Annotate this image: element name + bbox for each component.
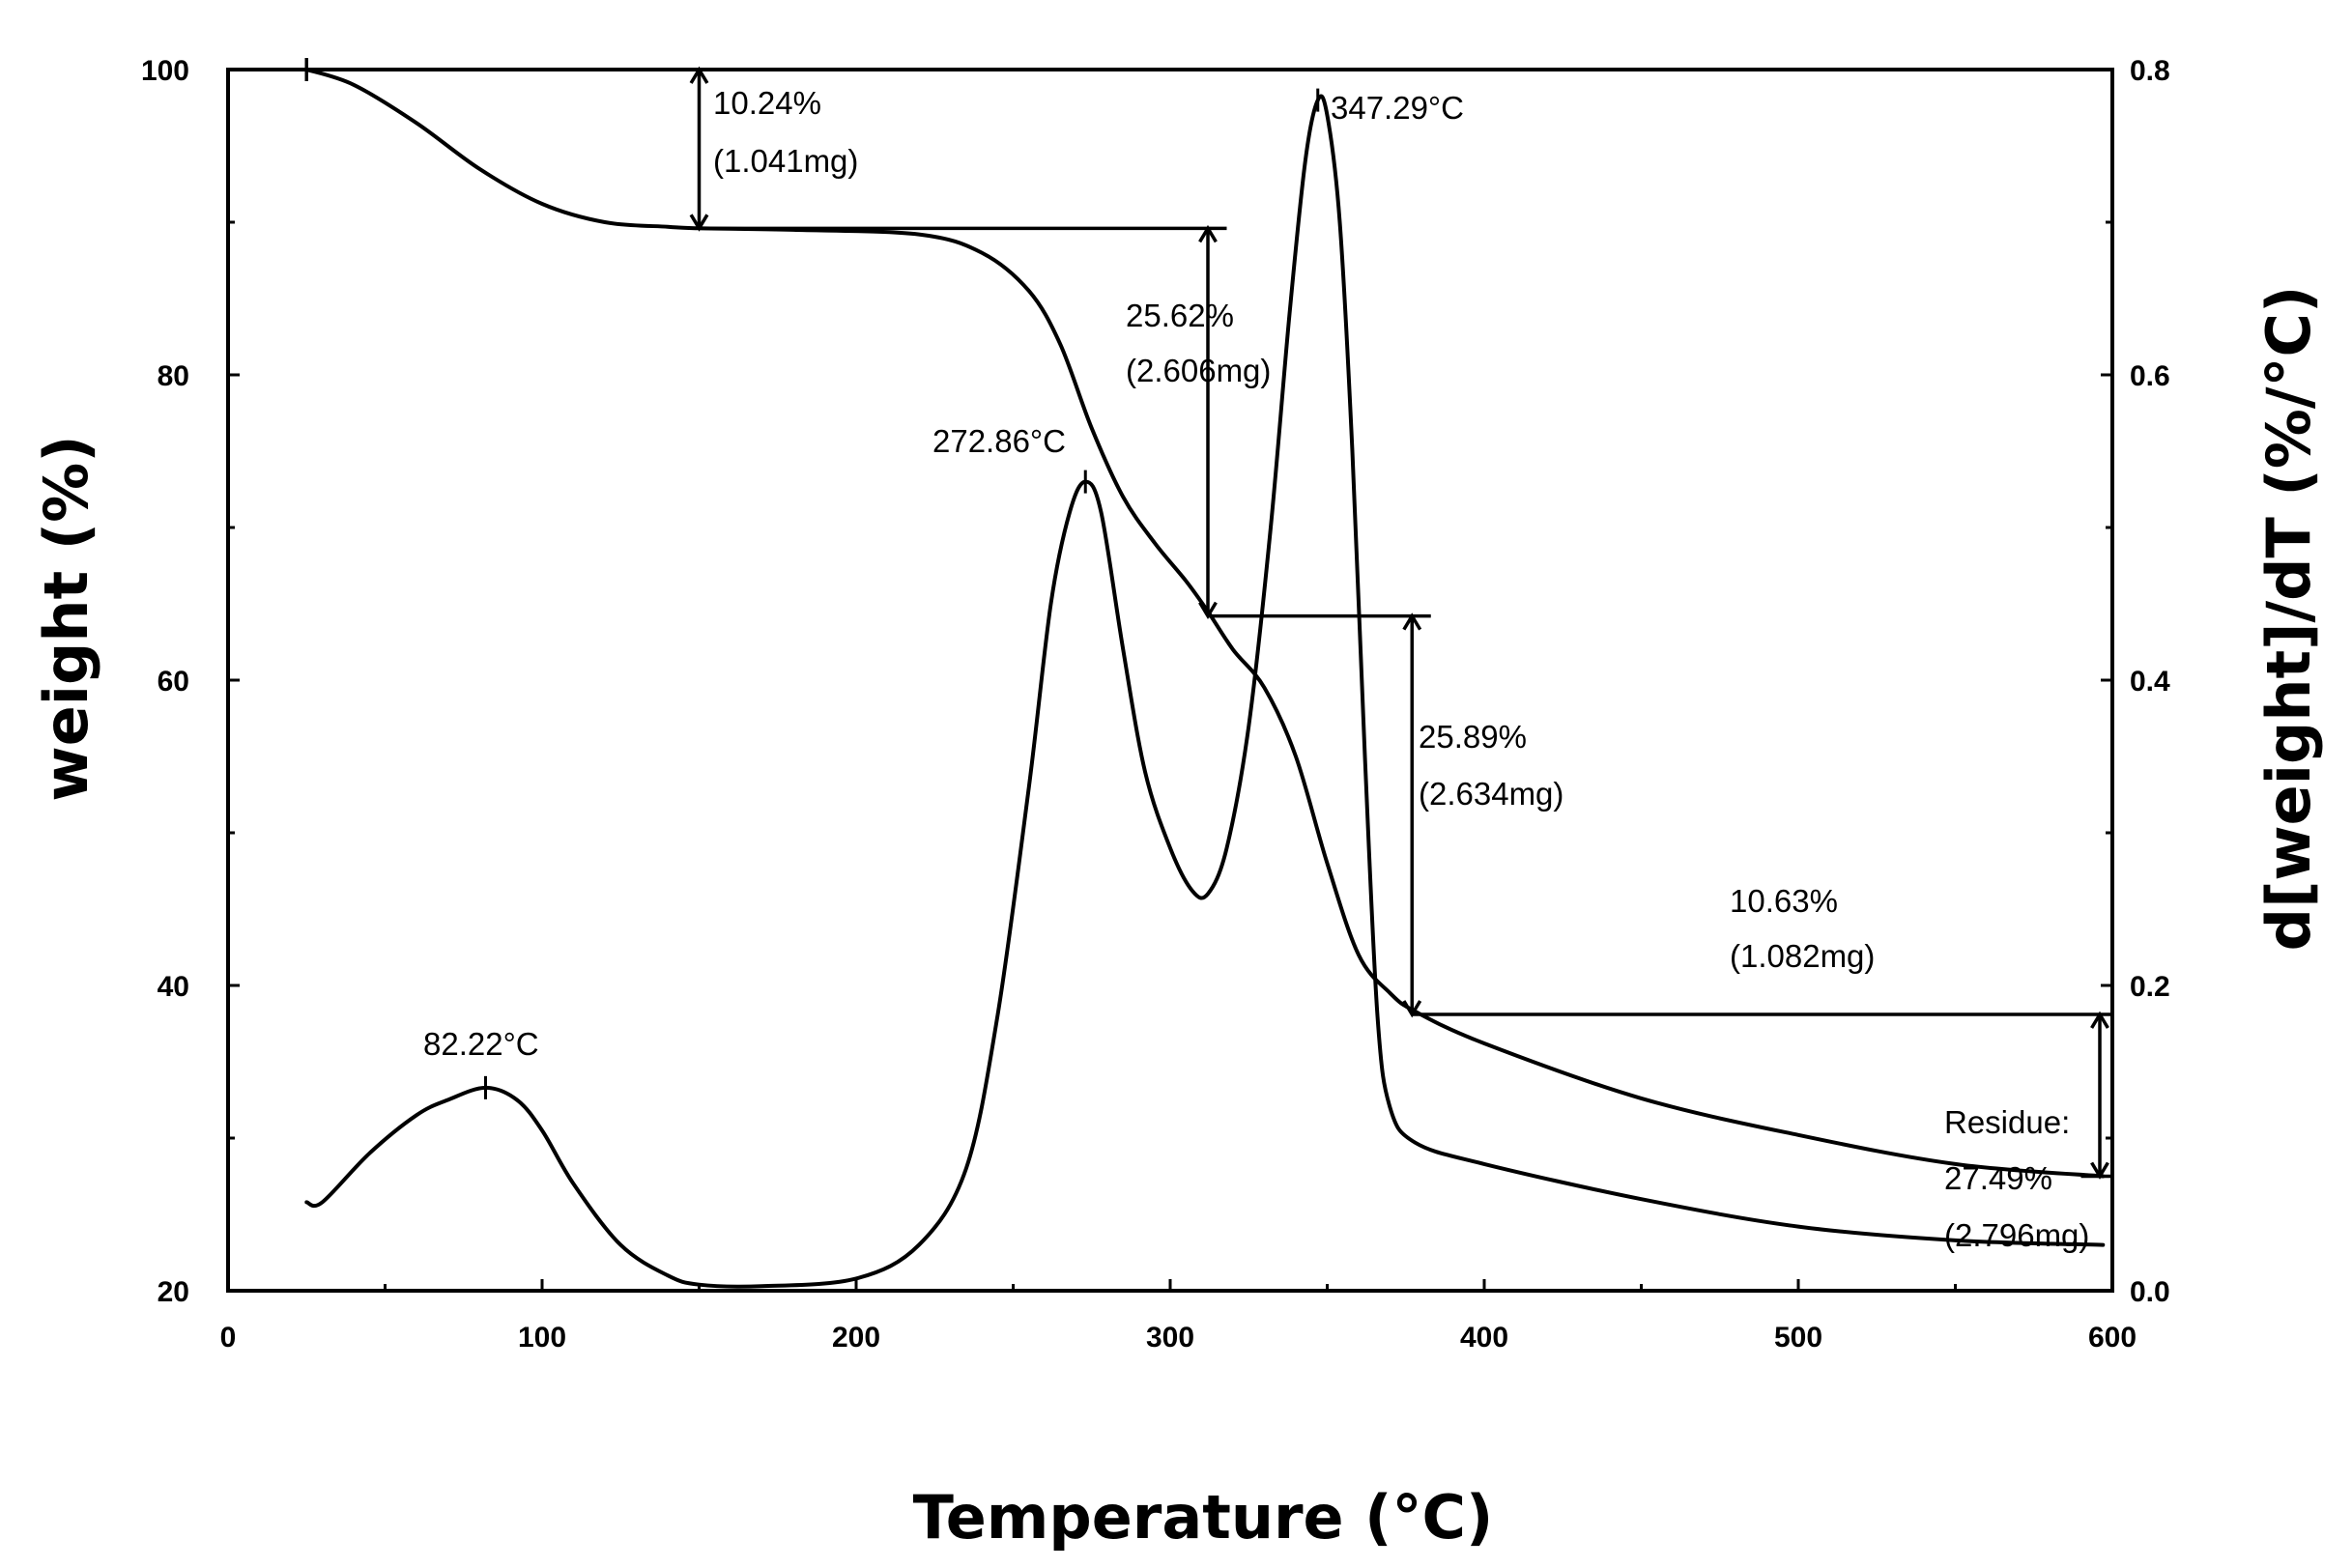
x-tick-label: 200	[832, 1322, 880, 1354]
x-tick-label: 300	[1146, 1322, 1194, 1354]
weight-curve	[304, 68, 2106, 1179]
step1-mass-label: (1.041mg)	[713, 143, 858, 179]
peak1-label: 82.22°C	[423, 1026, 539, 1062]
residue-percent-label: 27.49%	[1944, 1160, 2052, 1196]
y2-tick-label: 0.4	[2130, 666, 2170, 698]
step3-percent-label: 25.89%	[1419, 719, 1527, 755]
step2-mass-label: (2.606mg)	[1126, 353, 1271, 388]
y-axis-ticks: 20 40 60 80 100	[141, 55, 240, 1308]
y-tick-label: 20	[158, 1276, 189, 1308]
x-tick-label: 0	[220, 1322, 237, 1354]
x-tick-label: 100	[518, 1322, 566, 1354]
step4-percent-label: 10.63%	[1730, 883, 1838, 919]
y2-tick-label: 0.6	[2130, 360, 2170, 392]
y-tick-label: 100	[141, 55, 189, 87]
step4-mass-label: (1.082mg)	[1730, 938, 1875, 974]
step1-percent-label: 10.24%	[713, 85, 821, 121]
x-axis-title: Temperature (°C)	[913, 1482, 1494, 1553]
peak-markers	[484, 88, 1320, 1099]
y-axis-title: weight (%)	[31, 435, 101, 801]
step2-arrow-head-up	[1198, 224, 1218, 243]
step3-mass-label: (2.634mg)	[1419, 776, 1563, 812]
plot-frame	[226, 68, 2114, 1293]
x-tick-label: 400	[1460, 1322, 1508, 1354]
x-axis-ticks: 0 100 200 300 400 500 600	[220, 1279, 2137, 1354]
x-tick-label: 600	[2088, 1322, 2137, 1354]
y2-tick-label: 0.8	[2130, 55, 2170, 87]
step4-arrow-head-up	[2090, 1011, 2109, 1029]
step-guides	[304, 58, 2112, 1180]
step2-percent-label: 25.62%	[1126, 298, 1234, 333]
x-tick-label: 500	[1774, 1322, 1822, 1354]
residue-mass-label: (2.796mg)	[1944, 1217, 2089, 1253]
y-tick-label: 80	[158, 360, 189, 392]
y-tick-label: 60	[158, 666, 189, 698]
y2-tick-label: 0.2	[2130, 971, 2170, 1003]
y-tick-label: 40	[158, 971, 189, 1003]
peak3-label: 347.29°C	[1331, 90, 1464, 126]
step1-arrow-head-up	[689, 66, 709, 84]
y2-tick-label: 0.0	[2130, 1276, 2170, 1308]
residue-label: Residue:	[1944, 1104, 2070, 1140]
derivative-curve	[304, 94, 2106, 1289]
step3-arrow-head-up	[1402, 613, 1422, 631]
peak2-label: 272.86°C	[932, 423, 1066, 459]
y2-axis-title: d[weight]/dT (%/°C)	[2253, 286, 2324, 952]
y2-axis-ticks: 0.0 0.2 0.4 0.6 0.8	[2101, 55, 2170, 1308]
